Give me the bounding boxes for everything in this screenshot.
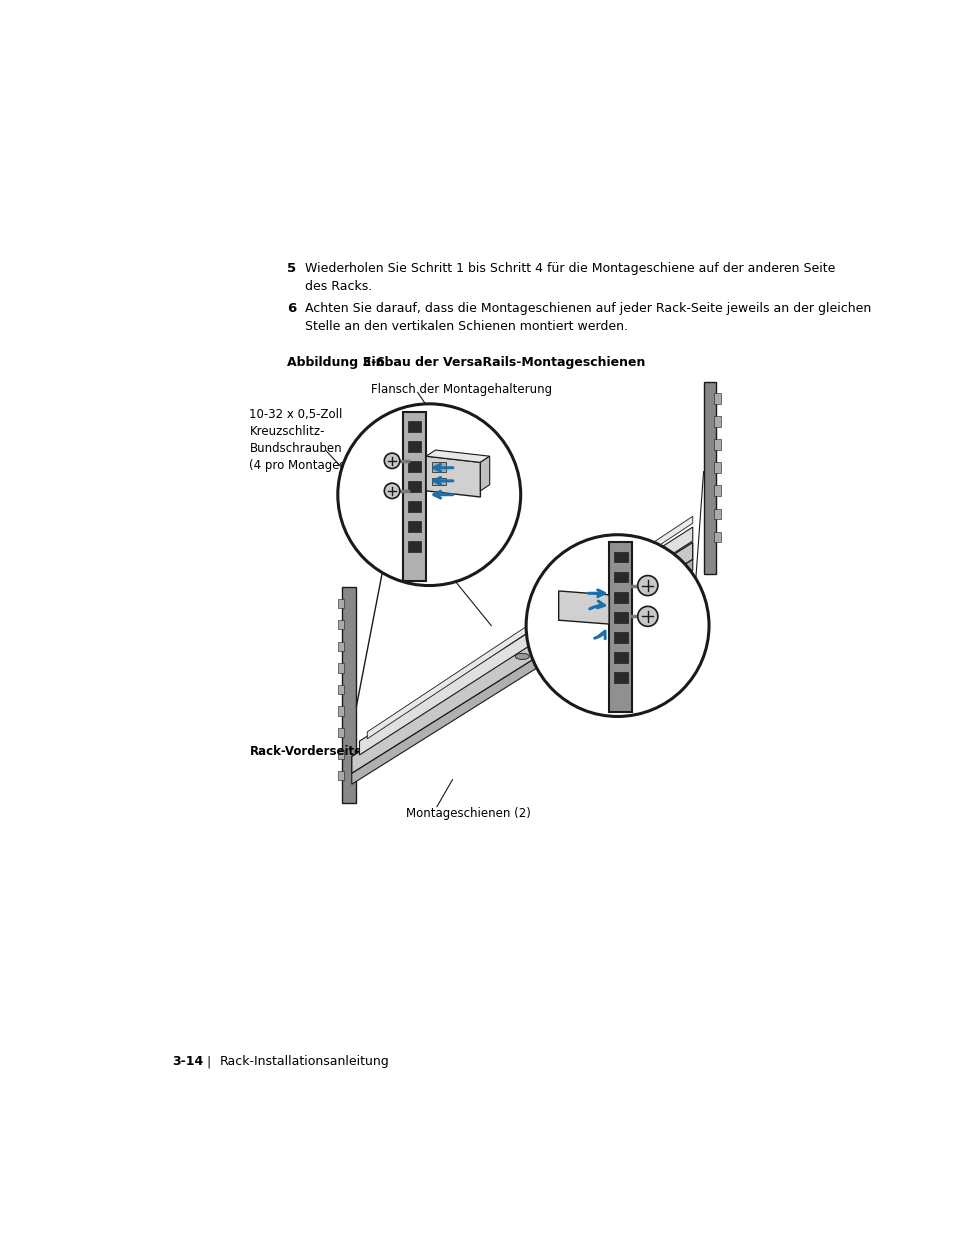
Circle shape: [637, 606, 658, 626]
Bar: [714, 416, 720, 427]
Bar: [342, 587, 356, 803]
Text: Abbildung 3-6.: Abbildung 3-6.: [287, 356, 390, 369]
Bar: [407, 541, 421, 552]
Bar: [337, 599, 344, 608]
Polygon shape: [426, 456, 480, 496]
Polygon shape: [352, 559, 692, 784]
Polygon shape: [352, 542, 692, 773]
Polygon shape: [367, 516, 692, 739]
Bar: [613, 572, 627, 583]
Circle shape: [337, 404, 520, 585]
Text: 10-32 x 0,5-Zoll
Kreuzschlitz-
Bundschrauben
(4 pro Montageschiene): 10-32 x 0,5-Zoll Kreuzschlitz- Bundschra…: [249, 408, 390, 472]
Bar: [613, 672, 627, 683]
Bar: [337, 685, 344, 694]
Bar: [402, 411, 426, 580]
Circle shape: [384, 483, 399, 499]
Polygon shape: [480, 456, 489, 490]
Bar: [337, 750, 344, 758]
Bar: [337, 706, 344, 716]
Bar: [714, 440, 720, 450]
Bar: [337, 771, 344, 781]
Bar: [613, 652, 627, 662]
Bar: [432, 462, 446, 472]
Bar: [608, 542, 632, 711]
Polygon shape: [426, 450, 489, 462]
Bar: [407, 521, 421, 531]
Text: 5: 5: [287, 262, 296, 275]
Text: Wiederholen Sie Schritt 1 bis Schritt 4 für die Montageschiene auf der anderen S: Wiederholen Sie Schritt 1 bis Schritt 4 …: [305, 262, 835, 293]
Text: |: |: [206, 1055, 210, 1068]
Text: Achten Sie darauf, dass die Montageschienen auf jeder Rack-Seite jeweils an der : Achten Sie darauf, dass die Montageschie…: [305, 303, 871, 332]
Polygon shape: [359, 527, 692, 755]
Text: Rack-Installationsanleitung: Rack-Installationsanleitung: [220, 1055, 390, 1068]
Bar: [432, 478, 446, 484]
Bar: [613, 611, 627, 622]
Polygon shape: [558, 592, 608, 624]
Bar: [337, 663, 344, 673]
Bar: [613, 632, 627, 642]
Ellipse shape: [515, 653, 529, 659]
Bar: [407, 421, 421, 431]
Bar: [407, 480, 421, 492]
Bar: [613, 552, 627, 562]
Bar: [714, 531, 720, 542]
Bar: [337, 642, 344, 651]
Bar: [407, 461, 421, 472]
Bar: [703, 382, 716, 574]
Text: 3-14: 3-14: [172, 1055, 203, 1068]
Text: Montageschienen (2): Montageschienen (2): [406, 806, 530, 820]
Bar: [714, 485, 720, 496]
Bar: [407, 441, 421, 452]
Bar: [337, 620, 344, 630]
Bar: [613, 592, 627, 603]
Bar: [407, 501, 421, 511]
Circle shape: [525, 535, 708, 716]
Text: Rack-Vorderseite: Rack-Vorderseite: [249, 745, 362, 758]
Text: Flansch der Montagehalterung: Flansch der Montagehalterung: [371, 383, 552, 396]
Bar: [337, 727, 344, 737]
Text: 6: 6: [287, 303, 296, 315]
Circle shape: [637, 576, 658, 595]
Bar: [714, 393, 720, 404]
Bar: [714, 462, 720, 473]
Text: Einbau der VersaRails-Montageschienen: Einbau der VersaRails-Montageschienen: [363, 356, 645, 369]
Bar: [714, 509, 720, 520]
Circle shape: [384, 453, 399, 468]
